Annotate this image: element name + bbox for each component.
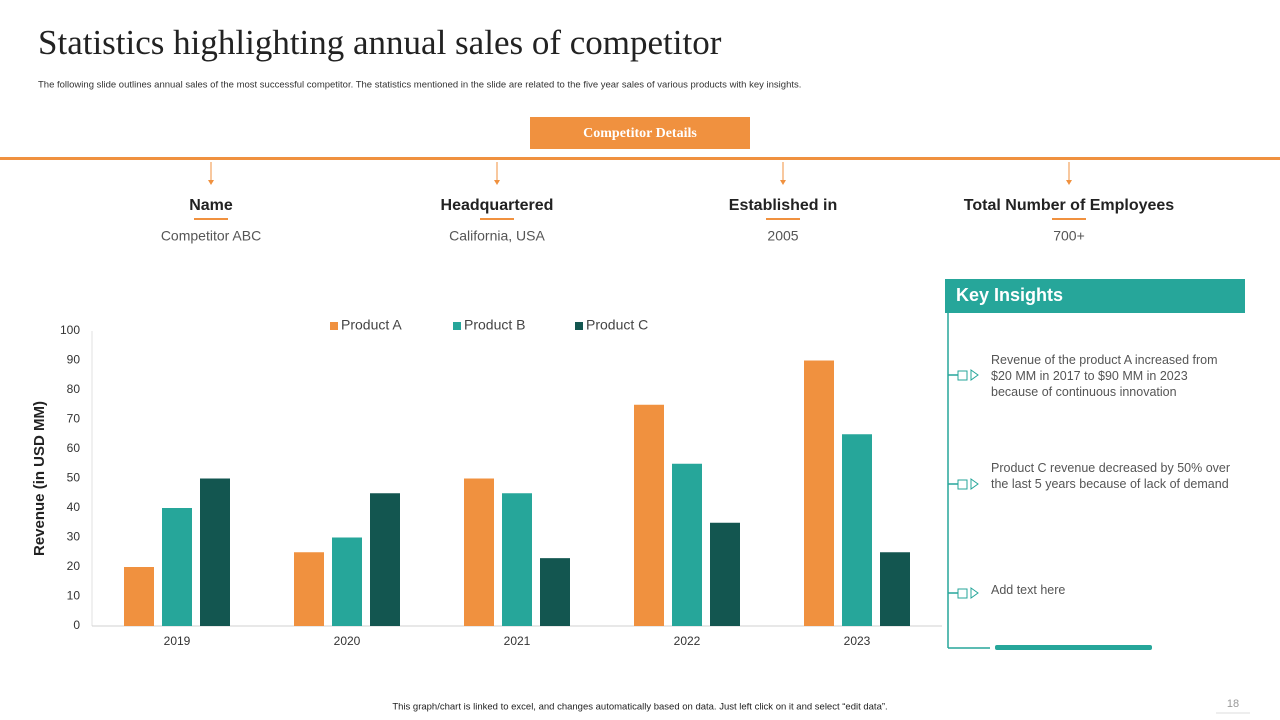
bar	[370, 493, 400, 626]
bar	[124, 567, 154, 626]
bar	[804, 360, 834, 626]
bar	[162, 508, 192, 626]
y-tick-label: 90	[67, 353, 81, 367]
y-tick-label: 0	[73, 618, 80, 632]
detail-value: California, USA	[449, 228, 545, 244]
detail-value: 700+	[1053, 228, 1085, 244]
y-tick-label: 10	[67, 589, 81, 603]
legend-swatch	[330, 322, 338, 330]
divider	[0, 157, 1280, 160]
bar	[200, 478, 230, 626]
bar	[672, 463, 702, 626]
insights-bar	[995, 645, 1152, 650]
bar	[332, 537, 362, 626]
bullet-box	[957, 370, 968, 381]
detail-label: Name	[189, 197, 233, 214]
bar	[502, 493, 532, 626]
y-tick-label: 20	[67, 559, 81, 573]
x-tick-label: 2020	[334, 634, 361, 648]
bar	[842, 434, 872, 626]
legend-label: Product A	[341, 317, 402, 333]
arrow-head	[494, 180, 500, 185]
bullet-arrow	[970, 478, 979, 490]
insights-title: Key Insights	[956, 285, 1063, 305]
insight-text: Revenue of the product A increased from …	[991, 353, 1218, 399]
page-number: 18	[1227, 698, 1239, 710]
arrow-head	[1066, 180, 1072, 185]
bar	[634, 404, 664, 626]
y-tick-label: 50	[67, 471, 81, 485]
detail-label: Total Number of Employees	[964, 197, 1175, 214]
bar	[294, 552, 324, 626]
legend-label: Product B	[464, 317, 525, 333]
x-tick-label: 2019	[164, 634, 191, 648]
footer-note: This graph/chart is linked to excel, and…	[392, 702, 887, 713]
x-tick-label: 2022	[674, 634, 701, 648]
bullet-arrow	[970, 369, 979, 381]
y-tick-label: 30	[67, 530, 81, 544]
bullet-arrow	[970, 587, 979, 599]
detail-label: Headquartered	[441, 197, 554, 214]
y-axis-label: Revenue (in USD MM)	[31, 401, 48, 556]
bar	[710, 522, 740, 626]
y-tick-label: 60	[67, 441, 81, 455]
arrow-head	[208, 180, 214, 185]
detail-label: Established in	[729, 197, 837, 214]
bar	[540, 558, 570, 626]
bullet-box	[957, 588, 968, 599]
bullet-box	[957, 479, 968, 490]
detail-value: Competitor ABC	[161, 228, 261, 244]
y-tick-label: 70	[67, 412, 81, 426]
detail-value: 2005	[767, 228, 798, 244]
title: Statistics highlighting annual sales of …	[38, 23, 722, 62]
insights-header	[945, 279, 1245, 313]
arrow-head	[780, 180, 786, 185]
legend-swatch	[453, 322, 461, 330]
insight-text: Add text here	[991, 583, 1066, 597]
x-tick-label: 2021	[504, 634, 531, 648]
bar	[880, 552, 910, 626]
bar	[464, 478, 494, 626]
legend-label: Product C	[586, 317, 648, 333]
button	[530, 117, 750, 149]
legend-swatch	[575, 322, 583, 330]
y-tick-label: 100	[60, 323, 80, 337]
y-tick-label: 40	[67, 500, 81, 514]
x-tick-label: 2023	[844, 634, 871, 648]
subtitle: The following slide outlines annual sale…	[38, 80, 801, 91]
insight-text: Product C revenue decreased by 50% over …	[991, 461, 1231, 491]
button-label: Competitor Details	[583, 126, 697, 141]
y-tick-label: 80	[67, 382, 81, 396]
